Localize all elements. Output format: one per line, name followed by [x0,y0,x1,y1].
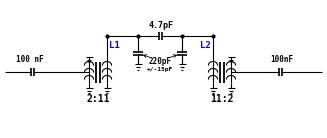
Text: 2:11: 2:11 [86,94,110,104]
Text: 100 nF: 100 nF [16,55,44,64]
Text: 220pF: 220pF [148,58,172,67]
Text: 100nF: 100nF [270,55,294,64]
Text: 4.7pF: 4.7pF [148,21,174,30]
Text: 11:2: 11:2 [210,94,234,104]
Text: L2: L2 [200,40,211,50]
Text: L1: L1 [109,40,120,50]
Text: +/-15pF: +/-15pF [147,67,173,71]
